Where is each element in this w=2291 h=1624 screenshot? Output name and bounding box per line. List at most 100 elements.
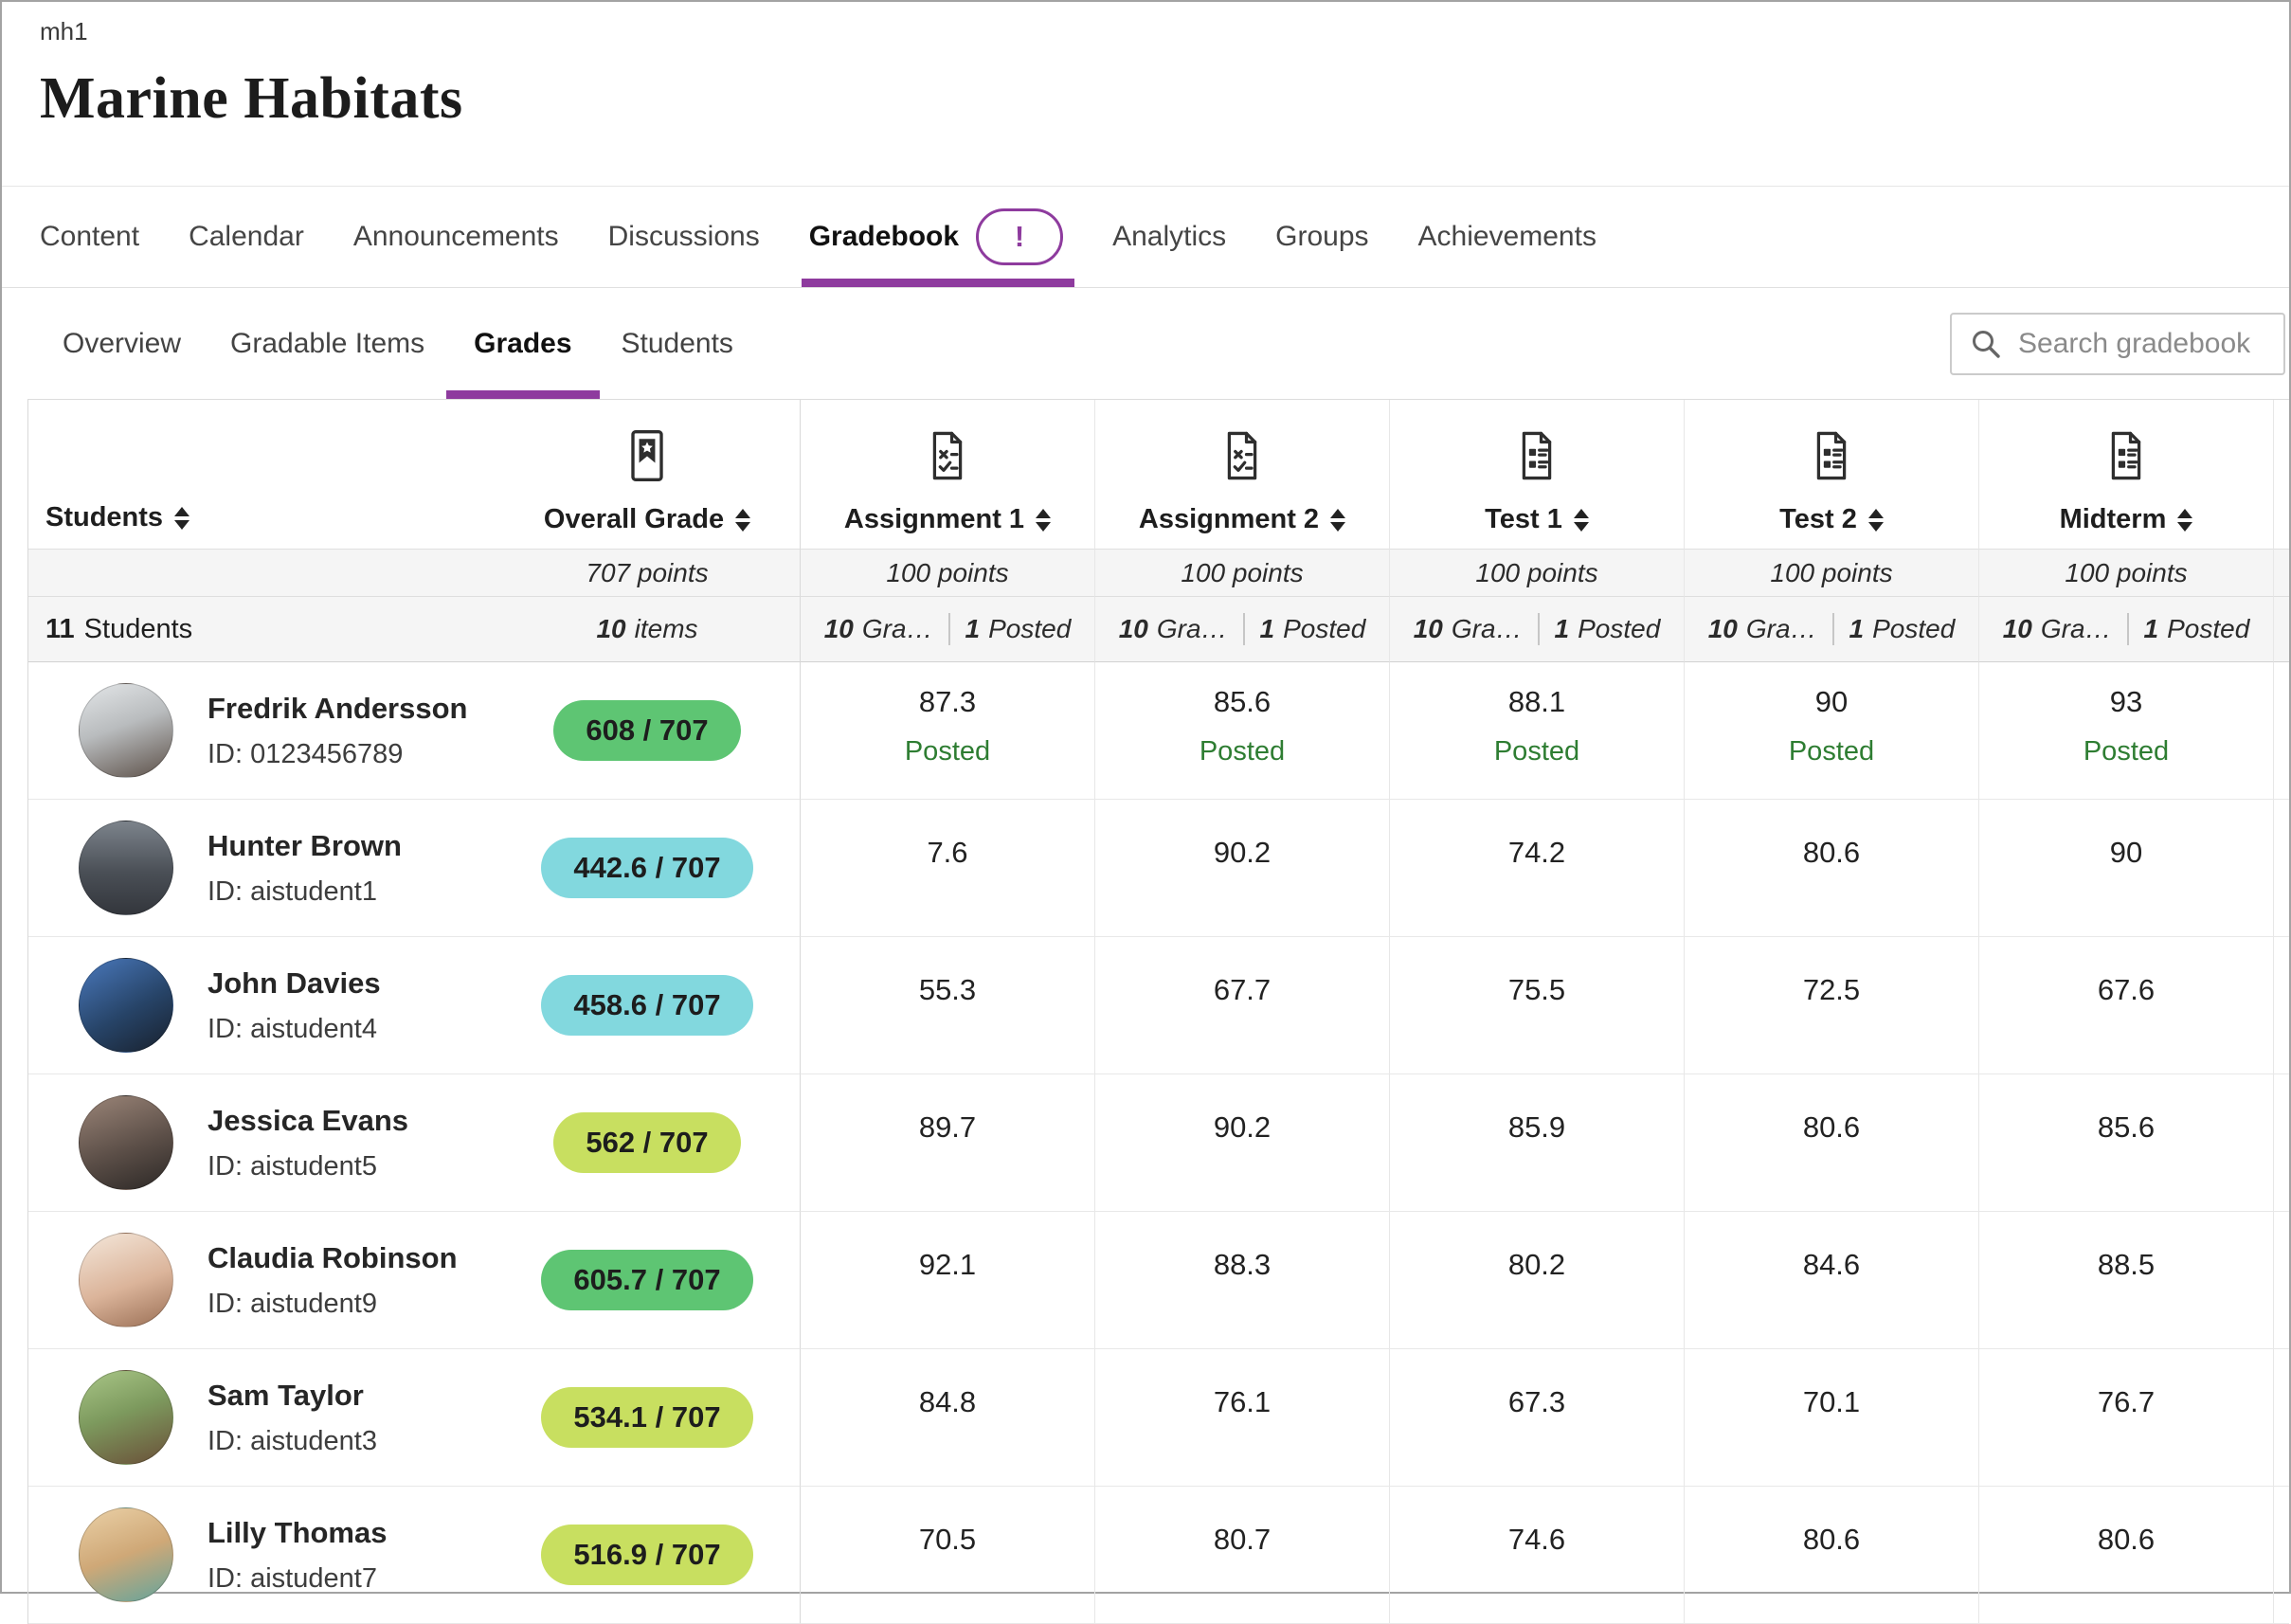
search-icon (1973, 331, 2000, 358)
overall-grade-pill[interactable]: 534.1 / 707 (541, 1387, 753, 1448)
grade-cell[interactable]: 67.6 (1979, 937, 2274, 1074)
posted-status: Posted (1788, 736, 1875, 767)
overall-grade-pill[interactable]: 562 / 707 (553, 1112, 741, 1173)
graded-posted-count: 10 Gra… 1 Posted (1390, 597, 1685, 662)
table-row: Lilly Thomas ID: aistudent7 516.9 / 707 … (28, 1487, 2289, 1624)
tab-calendar[interactable]: Calendar (189, 221, 304, 252)
grade-cell[interactable]: 87.3 Posted (801, 662, 1095, 800)
test-icon (1816, 431, 1847, 480)
graded-posted-count: 10 Gra… 1 Posted (801, 597, 1095, 662)
student-name[interactable]: Claudia Robinson (207, 1240, 458, 1274)
student-name[interactable]: Jessica Evans (207, 1103, 409, 1137)
grade-cell[interactable]: 72.5 (1685, 937, 1979, 1074)
grade-cell[interactable]: 89.7 (801, 1074, 1095, 1212)
grade-cell[interactable]: 92.1 (801, 1212, 1095, 1349)
grade-cell[interactable]: 70.5 (801, 1487, 1095, 1624)
table-row: Hunter Brown ID: aistudent1 442.6 / 707 … (28, 800, 2289, 937)
overall-grade-sort-header[interactable]: Overall Grade (514, 399, 781, 549)
tab-groups[interactable]: Groups (1275, 221, 1369, 252)
tab-gradebook[interactable]: Gradebook ! (801, 187, 1075, 287)
sort-icon (2177, 508, 2193, 532)
student-name[interactable]: Lilly Thomas (207, 1515, 388, 1549)
students-sort-header[interactable]: Students (45, 502, 190, 533)
active-subtab-underline (446, 390, 600, 399)
grade-cell[interactable]: 85.6 (1979, 1074, 2274, 1212)
subtab-grades[interactable]: Grades (446, 288, 600, 399)
grade-cell[interactable]: 90 (1979, 800, 2274, 937)
search-input[interactable] (2018, 328, 2266, 360)
overall-grade-pill[interactable]: 605.7 / 707 (541, 1250, 753, 1310)
graded-posted-count: 10 Gra… 1 Posted (1979, 597, 2274, 662)
test-icon (2111, 431, 2141, 480)
items-count: 10 items (596, 614, 698, 643)
grade-cell[interactable]: 67.3 (1390, 1349, 1685, 1487)
grade-cell[interactable]: 90 Posted (1685, 662, 1979, 800)
grade-cell[interactable]: 67.7 (1095, 937, 1390, 1074)
grade-cell[interactable]: 90.2 (1095, 1074, 1390, 1212)
sort-icon (1330, 508, 1346, 532)
posted-status: Posted (2083, 736, 2170, 767)
column-header-midterm[interactable]: Midterm (1979, 400, 2273, 549)
student-id: ID: aistudent1 (207, 875, 377, 907)
overall-grade-pill[interactable]: 458.6 / 707 (541, 975, 753, 1036)
table-header-row: Students Overall Grade (28, 400, 2289, 550)
student-name[interactable]: Fredrik Andersson (207, 691, 468, 725)
grade-cell[interactable]: 85.9 (1390, 1074, 1685, 1212)
column-header-test-1[interactable]: Test 1 (1390, 400, 1684, 549)
grade-cell[interactable]: 75.5 (1390, 937, 1685, 1074)
tab-announcements[interactable]: Announcements (352, 221, 559, 252)
grades-table: Students Overall Grade (27, 399, 2289, 1624)
sort-icon (174, 506, 190, 530)
grade-cell[interactable]: 76.7 (1979, 1349, 2274, 1487)
search-gradebook-box[interactable] (1950, 313, 2285, 375)
subtab-students[interactable]: Students (621, 327, 733, 359)
student-id: ID: aistudent9 (207, 1288, 377, 1319)
student-id: ID: aistudent5 (207, 1150, 377, 1182)
grade-cell[interactable]: 74.6 (1390, 1487, 1685, 1624)
grade-cell[interactable]: 70.1 (1685, 1349, 1979, 1487)
column-points: 100 points (1770, 557, 1893, 587)
grade-cell[interactable]: 80.7 (1095, 1487, 1390, 1624)
tab-analytics[interactable]: Analytics (1112, 221, 1227, 252)
subtab-gradable-items[interactable]: Gradable Items (230, 327, 425, 359)
overall-grade-pill[interactable]: 516.9 / 707 (541, 1525, 753, 1585)
grade-cell[interactable]: 84.6 (1685, 1212, 1979, 1349)
overall-grade-pill[interactable]: 442.6 / 707 (541, 838, 753, 898)
grade-cell[interactable]: 80.2 (1390, 1212, 1685, 1349)
avatar (79, 821, 173, 915)
grade-cell[interactable]: 80.6 (1979, 1487, 2274, 1624)
grade-cell[interactable]: 76.1 (1095, 1349, 1390, 1487)
grade-cell[interactable]: 84.8 (801, 1349, 1095, 1487)
avatar (79, 958, 173, 1053)
table-row: Sam Taylor ID: aistudent3 534.1 / 707 84… (28, 1349, 2289, 1487)
overall-grade-pill[interactable]: 608 / 707 (553, 700, 741, 761)
grade-cell[interactable]: 80.6 (1685, 1487, 1979, 1624)
grade-cell[interactable]: 90.2 (1095, 800, 1390, 937)
avatar (79, 1370, 173, 1465)
grade-cell[interactable]: 55.3 (801, 937, 1095, 1074)
tab-achievements[interactable]: Achievements (1417, 221, 1596, 252)
grade-cell[interactable]: 7.6 (801, 800, 1095, 937)
student-name[interactable]: Sam Taylor (207, 1378, 364, 1412)
grade-cell[interactable]: 88.3 (1095, 1212, 1390, 1349)
column-header-assignment-2[interactable]: Assignment 2 (1095, 400, 1389, 549)
column-header-test-2[interactable]: Test 2 (1685, 400, 1978, 549)
grade-cell[interactable]: 74.2 (1390, 800, 1685, 937)
grade-cell[interactable]: 93 Posted (1979, 662, 2274, 800)
grade-cell[interactable]: 85.6 Posted (1095, 662, 1390, 800)
avatar (79, 1095, 173, 1190)
active-tab-underline (801, 279, 1075, 287)
avatar (79, 1233, 173, 1327)
sort-icon (1573, 508, 1589, 532)
student-id: ID: aistudent3 (207, 1425, 377, 1456)
tab-discussions[interactable]: Discussions (607, 221, 760, 252)
student-name[interactable]: Hunter Brown (207, 828, 402, 862)
subtab-overview[interactable]: Overview (63, 327, 182, 359)
grade-cell[interactable]: 80.6 (1685, 1074, 1979, 1212)
grade-cell[interactable]: 88.5 (1979, 1212, 2274, 1349)
grade-cell[interactable]: 88.1 Posted (1390, 662, 1685, 800)
grade-cell[interactable]: 80.6 (1685, 800, 1979, 937)
student-name[interactable]: John Davies (207, 965, 381, 1000)
column-header-assignment-1[interactable]: Assignment 1 (801, 400, 1094, 549)
tab-content[interactable]: Content (40, 221, 140, 252)
